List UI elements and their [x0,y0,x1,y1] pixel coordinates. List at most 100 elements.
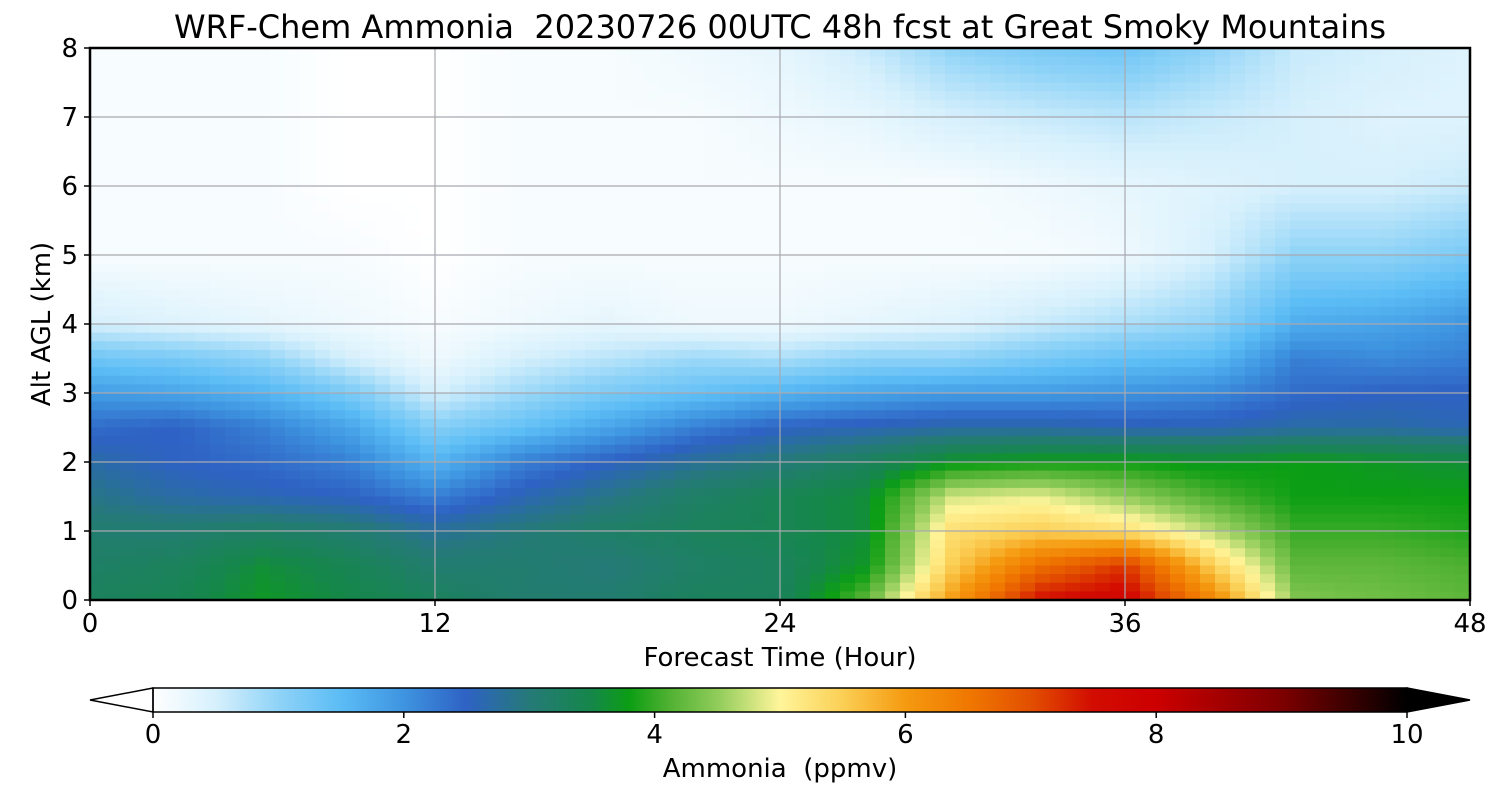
heatmap-cell [825,237,841,247]
heatmap-cell [570,160,586,170]
heatmap-cell [930,367,946,377]
heatmap-cell [1110,203,1126,213]
heatmap-cell [840,160,856,170]
heatmap-cell [225,246,241,256]
heatmap-cell [1020,470,1036,480]
heatmap-cell [750,315,766,325]
heatmap-cell [285,444,301,454]
heatmap-cell [1185,194,1201,204]
heatmap-cell [210,108,226,118]
heatmap-cell [240,349,256,360]
heatmap-cell [1200,401,1216,411]
heatmap-cell [1305,272,1321,282]
heatmap-cell [420,479,436,489]
heatmap-cell [1020,142,1036,153]
heatmap-cell [1005,229,1021,239]
heatmap-cell [1290,462,1306,472]
heatmap-cell [1410,436,1426,446]
heatmap-cell [480,56,496,66]
heatmap-cell [720,367,736,377]
heatmap-cell [615,470,631,480]
heatmap-cell [915,427,931,437]
heatmap-cell [915,358,931,368]
heatmap-cell [1170,229,1186,239]
heatmap-cell [150,177,166,187]
heatmap-cell [495,82,511,92]
heatmap-cell [900,324,916,334]
heatmap-cell [1440,237,1456,247]
heatmap-cell [1260,194,1276,204]
heatmap-cell [1215,186,1231,196]
heatmap-cell [735,134,751,144]
heatmap-cell [750,298,766,308]
heatmap-cell [405,444,421,454]
heatmap-cell [255,358,271,368]
heatmap-cell [675,194,691,204]
heatmap-cell [1050,151,1066,161]
heatmap-cell [240,453,256,463]
heatmap-cell [900,479,916,489]
heatmap-cell [855,453,871,463]
heatmap-cell [810,91,826,101]
heatmap-cell [975,384,991,394]
heatmap-cell [1170,272,1186,282]
heatmap-cell [840,444,856,454]
heatmap-cell [1425,479,1441,489]
heatmap-cell [855,315,871,325]
heatmap-cell [135,358,151,368]
heatmap-cell [705,246,721,256]
heatmap-cell [735,194,751,204]
heatmap-cell [1170,505,1186,515]
heatmap-cell [945,99,961,109]
heatmap-cell [360,73,376,84]
heatmap-cell [1305,168,1321,178]
heatmap-cell [1275,237,1291,247]
heatmap-cell [1020,436,1036,446]
heatmap-cell [1215,496,1231,506]
heatmap-cell [900,168,916,178]
heatmap-cell [540,272,556,282]
heatmap-cell [525,177,541,187]
heatmap-cell [825,211,841,222]
heatmap-cell [885,479,901,489]
heatmap-cell [705,82,721,92]
heatmap-cell [690,151,706,161]
heatmap-cell [330,108,346,118]
heatmap-cell [450,453,466,463]
heatmap-cell [795,203,811,213]
heatmap-cell [990,349,1006,360]
heatmap-cell [585,444,601,454]
heatmap-cell [510,203,526,213]
heatmap-cell [630,479,646,489]
heatmap-cell [810,436,826,446]
heatmap-cell [375,427,391,437]
heatmap-cell [450,263,466,273]
heatmap-cell [810,48,826,58]
heatmap-cell [540,298,556,308]
heatmap-cell [255,462,271,472]
heatmap-cell [525,496,541,506]
heatmap-cell [915,375,931,385]
heatmap-cell [270,280,286,291]
heatmap-cell [660,194,676,204]
heatmap-cell [900,151,916,161]
heatmap-cell [135,479,151,489]
heatmap-cell [1245,496,1261,506]
heatmap-cell [225,349,241,360]
heatmap-cell [1080,48,1096,58]
heatmap-cell [1260,358,1276,368]
heatmap-cell [1410,298,1426,308]
heatmap-cell [1140,117,1156,127]
heatmap-cell [270,177,286,187]
heatmap-cell [810,194,826,204]
heatmap-cell [630,108,646,118]
heatmap-cell [210,255,226,265]
heatmap-cell [1200,125,1216,135]
heatmap-cell [825,341,841,351]
heatmap-cell [1425,186,1441,196]
heatmap-cell [420,56,436,66]
heatmap-cell [720,479,736,489]
heatmap-cell [330,487,346,498]
heatmap-cell [540,332,556,342]
heatmap-cell [810,306,826,316]
